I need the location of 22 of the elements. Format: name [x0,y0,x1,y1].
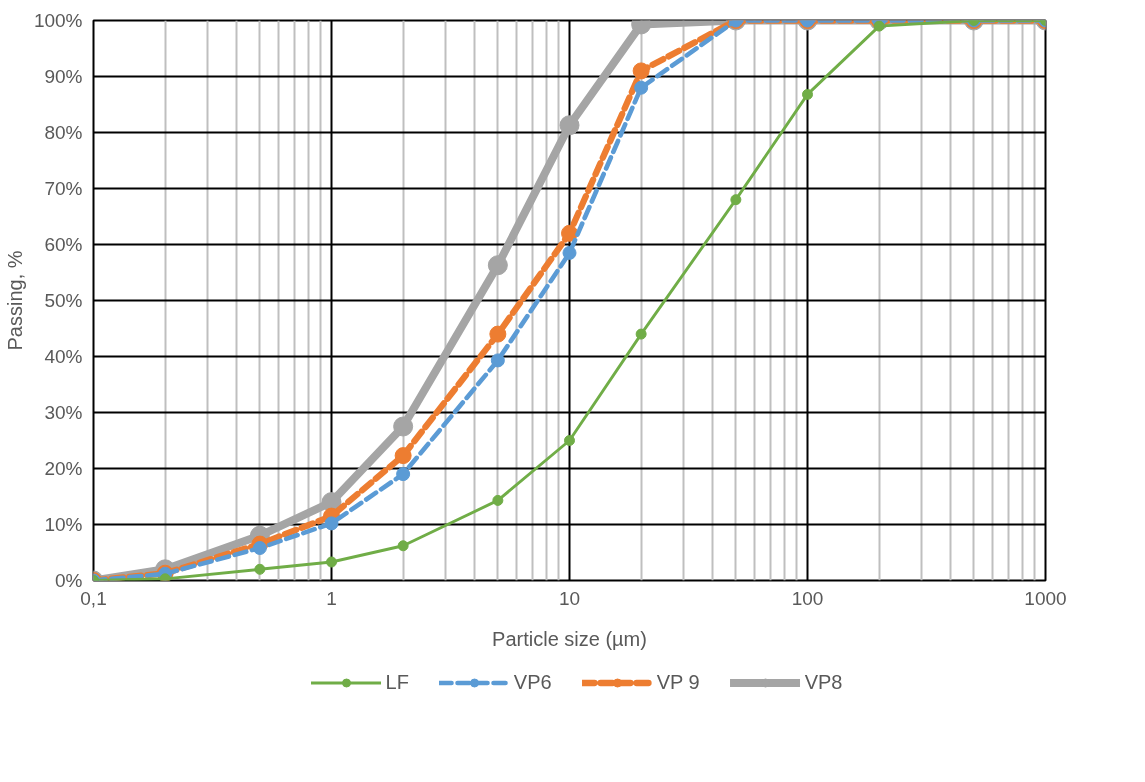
legend-label: VP 9 [656,670,700,694]
y-tick-label: 20% [44,458,83,479]
legend-label: VP6 [513,670,552,694]
y-tick-label: 90% [44,66,83,87]
y-tick-label: 100% [33,10,83,31]
y-tick-label: 70% [44,178,83,199]
y-tick-label: 50% [44,290,83,311]
y-tick-label: 30% [44,402,83,423]
x-axis-title: Particle size (µm) [492,627,647,650]
legend-label: LF [385,670,409,694]
y-axis-title: Passing, % [3,250,26,351]
x-tick-label: 100 [791,587,824,609]
x-tick-label: 0,1 [80,587,107,609]
y-tick-label: 10% [44,514,83,535]
legend-label: VP8 [804,670,843,694]
y-tick-label: 60% [44,234,83,255]
y-tick-label: 80% [44,122,83,143]
x-tick-label: 10 [558,587,581,609]
x-tick-label: 1000 [1024,587,1067,609]
y-tick-label: 0% [55,570,83,591]
y-tick-label: 40% [44,346,83,367]
x-tick-label: 1 [326,587,337,609]
